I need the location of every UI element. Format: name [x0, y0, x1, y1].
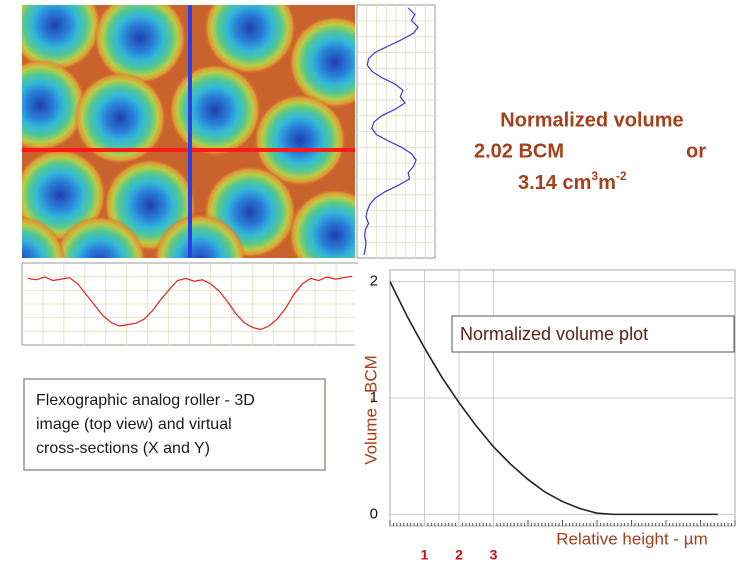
surface-cell: [254, 94, 346, 186]
surface-cell: [169, 64, 261, 156]
y-tick-label: 2: [370, 273, 378, 290]
chart-title: Normalized volume plot: [460, 324, 648, 344]
caption-line: Flexographic analog roller - 3D: [36, 392, 255, 409]
surface-cell: [22, 216, 66, 258]
x-section-plot: [21, 262, 358, 346]
chart-title-box: [451, 315, 735, 353]
x-tick-label: 3: [490, 547, 498, 563]
volume-chart: 0 1 2 1 2 3 Volume - BCM Relative height - µm No…: [355, 264, 736, 563]
volume-line: [389, 281, 718, 516]
surface-cell: [74, 72, 166, 164]
annotation-unit: m: [598, 172, 616, 194]
annotation-cm: 3.14 cm3m-2: [518, 169, 627, 194]
annotation-sup: -2: [616, 169, 627, 183]
surface-cell: [54, 216, 146, 258]
caption-line: image (top view) and virtual: [36, 416, 232, 433]
annotation-bcm: 2.02 BCM: [474, 140, 564, 162]
x-section-line: [27, 275, 353, 331]
surface-cell: [289, 189, 355, 258]
x-axis-label: Relative height - µm: [556, 529, 708, 548]
caption: Flexographic analog roller - 3D image (t…: [23, 378, 326, 471]
y-section-plot: [356, 4, 436, 259]
surface-cell: [22, 5, 101, 71]
surface-cell: [204, 5, 296, 74]
y-section-line: [363, 7, 419, 256]
annotation-cm-value: 3.14 cm: [518, 172, 591, 194]
surface-cell: [289, 16, 355, 108]
y-tick-label: 1: [370, 389, 378, 406]
annotation: Normalized volume 2.02 BCM or 3.14 cm3m-…: [474, 109, 706, 194]
surface-cell: [22, 59, 86, 151]
surface-cell: [154, 214, 246, 258]
caption-line: cross-sections (X and Y): [36, 440, 210, 457]
x-tick-label: 2: [455, 547, 463, 563]
annotation-sup: 3: [591, 169, 598, 183]
annotation-or: or: [686, 140, 706, 162]
annotation-title: Normalized volume: [500, 109, 683, 131]
top-view-image: [22, 5, 355, 258]
y-axis-label: Volume - BCM: [361, 355, 380, 465]
y-tick-label: 0: [370, 505, 378, 522]
surface-cell: [22, 149, 106, 241]
x-tick-label: 1: [421, 547, 429, 563]
surface-cell: [94, 5, 186, 84]
